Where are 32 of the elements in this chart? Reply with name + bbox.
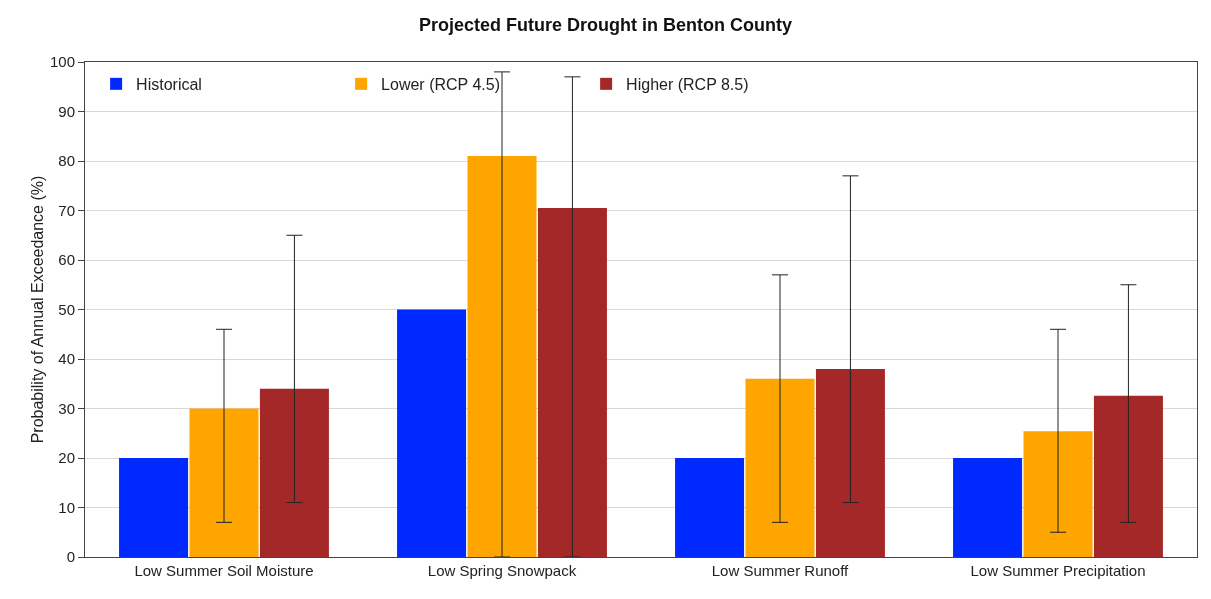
x-tick-label: Low Spring Snowpack [427, 562, 577, 579]
bar [815, 368, 885, 557]
bar [397, 309, 467, 557]
legend-label: Historical [136, 76, 202, 94]
y-tick-label: 70 [58, 201, 75, 219]
y-tick-label: 20 [58, 449, 75, 467]
y-tick-label: 80 [58, 152, 75, 170]
legend-label: Lower (RCP 4.5) [381, 76, 500, 94]
bar [189, 408, 259, 557]
x-tick-label: Low Summer Runoff [711, 562, 850, 579]
x-tick-label: Low Summer Precipitation [970, 562, 1146, 579]
bar [119, 458, 189, 557]
y-axis-title: Probability of Annual Exceedance (%) [29, 175, 46, 444]
bar [1023, 431, 1093, 557]
y-tick-label: 50 [58, 300, 75, 318]
y-tick-label: 100 [49, 53, 75, 71]
y-tick-label: 40 [58, 350, 75, 368]
y-tick-label: 90 [58, 102, 75, 120]
y-tick-label: 60 [58, 251, 75, 269]
y-tick-label: 10 [58, 498, 75, 516]
x-tick-label: Low Summer Soil Moisture [134, 562, 314, 579]
bar [259, 388, 329, 557]
chart-title: Projected Future Drought in Benton County [419, 14, 792, 35]
legend-label: Higher (RCP 8.5) [626, 76, 749, 94]
y-tick-label: 0 [66, 548, 75, 566]
bar [953, 458, 1023, 557]
bar [675, 458, 745, 557]
bar [537, 208, 607, 557]
y-tick-label: 30 [58, 399, 75, 417]
bar [467, 156, 537, 557]
bar [1093, 395, 1163, 557]
bar [745, 378, 815, 557]
